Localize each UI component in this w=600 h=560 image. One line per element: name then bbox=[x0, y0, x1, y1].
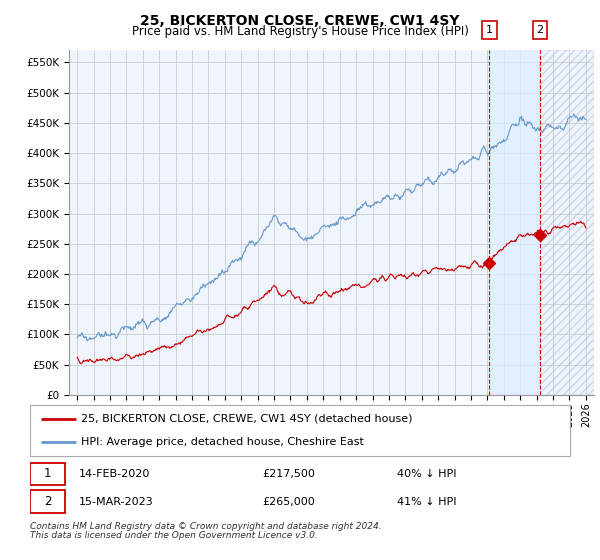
Text: 2: 2 bbox=[536, 25, 544, 35]
Text: 15-MAR-2023: 15-MAR-2023 bbox=[79, 497, 154, 507]
FancyBboxPatch shape bbox=[30, 490, 65, 513]
FancyBboxPatch shape bbox=[30, 405, 570, 456]
Bar bbox=[540, 50, 594, 395]
Text: Contains HM Land Registry data © Crown copyright and database right 2024.: Contains HM Land Registry data © Crown c… bbox=[30, 522, 382, 531]
Text: 1: 1 bbox=[486, 25, 493, 35]
Text: This data is licensed under the Open Government Licence v3.0.: This data is licensed under the Open Gov… bbox=[30, 531, 318, 540]
Text: 25, BICKERTON CLOSE, CREWE, CW1 4SY (detached house): 25, BICKERTON CLOSE, CREWE, CW1 4SY (det… bbox=[82, 414, 413, 424]
Text: Price paid vs. HM Land Registry's House Price Index (HPI): Price paid vs. HM Land Registry's House … bbox=[131, 25, 469, 38]
Text: £265,000: £265,000 bbox=[262, 497, 315, 507]
Text: 41% ↓ HPI: 41% ↓ HPI bbox=[397, 497, 457, 507]
Text: 25, BICKERTON CLOSE, CREWE, CW1 4SY: 25, BICKERTON CLOSE, CREWE, CW1 4SY bbox=[140, 14, 460, 28]
Bar bbox=[540, 50, 594, 395]
Text: 1: 1 bbox=[44, 468, 52, 480]
Bar bbox=[490, 50, 540, 395]
Text: 14-FEB-2020: 14-FEB-2020 bbox=[79, 469, 150, 479]
Text: 2: 2 bbox=[44, 495, 52, 508]
FancyBboxPatch shape bbox=[30, 463, 65, 485]
Text: £217,500: £217,500 bbox=[262, 469, 315, 479]
Text: HPI: Average price, detached house, Cheshire East: HPI: Average price, detached house, Ches… bbox=[82, 437, 364, 447]
Text: 40% ↓ HPI: 40% ↓ HPI bbox=[397, 469, 457, 479]
